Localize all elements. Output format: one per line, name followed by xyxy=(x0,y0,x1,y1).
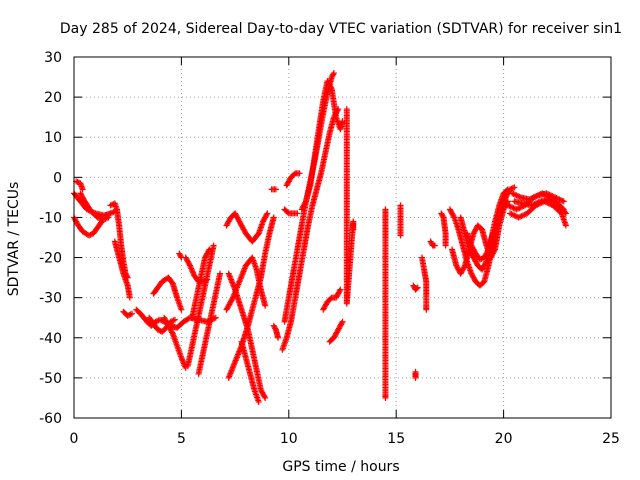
data-point xyxy=(412,368,419,375)
data-point xyxy=(264,210,271,217)
data-point xyxy=(559,205,566,212)
data-point xyxy=(108,209,115,216)
data-point xyxy=(414,284,421,291)
data-point xyxy=(262,302,269,309)
data-point xyxy=(350,226,357,233)
data-point xyxy=(439,213,446,220)
data-point xyxy=(302,199,309,206)
data-point xyxy=(255,398,262,405)
data-point xyxy=(336,287,343,294)
data-point xyxy=(168,279,175,286)
y-tick-label: 30 xyxy=(44,50,62,66)
data-point xyxy=(205,247,212,254)
grid xyxy=(73,56,612,419)
data-point xyxy=(482,259,489,266)
plot-frame xyxy=(73,56,612,419)
data-point xyxy=(169,329,176,336)
data-point xyxy=(127,311,134,318)
x-tick-label: 20 xyxy=(495,431,513,447)
data-point xyxy=(275,334,282,341)
data-point xyxy=(489,230,496,237)
data-point xyxy=(450,213,457,220)
data-point xyxy=(178,306,185,313)
y-tick-label: 0 xyxy=(53,170,62,186)
data-point xyxy=(338,320,345,327)
y-tick-label: -50 xyxy=(39,371,62,387)
data-point xyxy=(461,263,468,270)
data-point xyxy=(74,179,81,186)
y-tick-label: 10 xyxy=(44,130,62,146)
data-point xyxy=(206,246,213,253)
data-point xyxy=(128,310,135,317)
data-point xyxy=(562,222,569,229)
data-point xyxy=(484,247,491,254)
data-point xyxy=(431,242,438,249)
x-tick-label: 0 xyxy=(70,431,79,447)
y-tick-labels: -60 -50 -40 -30 -20 -10 0 10 20 30 xyxy=(39,50,62,427)
data-point xyxy=(296,170,303,177)
x-tick-label: 15 xyxy=(387,431,405,447)
data-point xyxy=(339,118,346,125)
data-point xyxy=(560,206,567,213)
data-point xyxy=(491,247,498,254)
data-point xyxy=(262,394,269,401)
data-point xyxy=(210,242,217,249)
data-point xyxy=(504,186,511,193)
data-point xyxy=(229,296,236,303)
data-point xyxy=(178,254,185,261)
data-point xyxy=(423,306,430,313)
data-point xyxy=(382,394,389,401)
x-axis-title: GPS time / hours xyxy=(282,459,399,475)
y-tick-label: -60 xyxy=(39,411,62,427)
data-point xyxy=(272,186,279,193)
data-point xyxy=(339,318,346,325)
y-tick-label: -10 xyxy=(39,210,62,226)
data-point xyxy=(560,198,567,205)
y-tick-label: 20 xyxy=(44,90,62,106)
y-axis-title: SDTVAR / TECUs xyxy=(6,182,22,297)
data-point xyxy=(177,253,184,260)
chart-title: Day 285 of 2024, Sidereal Day-to-day VTE… xyxy=(60,21,622,37)
data-point xyxy=(212,314,219,321)
data-point xyxy=(294,210,301,217)
data-point xyxy=(272,325,279,332)
data-point xyxy=(186,261,193,268)
data-point xyxy=(79,186,86,193)
data-points xyxy=(71,70,569,405)
x-tick-label: 5 xyxy=(177,431,186,447)
data-point xyxy=(105,214,112,221)
data-point xyxy=(504,199,511,206)
data-point xyxy=(261,393,268,400)
x-tick-labels: 0 5 10 15 20 25 xyxy=(70,431,620,447)
data-point xyxy=(171,316,178,323)
data-point xyxy=(263,211,270,218)
x-tick-label: 10 xyxy=(280,431,298,447)
x-tick-label: 25 xyxy=(602,431,620,447)
y-tick-label: -30 xyxy=(39,291,62,307)
data-point xyxy=(270,214,277,221)
data-point xyxy=(328,84,335,91)
data-point xyxy=(217,270,224,277)
data-point xyxy=(397,232,404,239)
data-point xyxy=(442,242,449,249)
data-point xyxy=(413,285,420,292)
data-point xyxy=(511,184,518,191)
data-point xyxy=(330,71,337,78)
data-point xyxy=(126,294,133,301)
y-tick-label: -40 xyxy=(39,331,62,347)
data-point xyxy=(503,187,510,194)
y-tick-label: -20 xyxy=(39,251,62,267)
data-point xyxy=(330,70,337,77)
data-point xyxy=(337,286,344,293)
